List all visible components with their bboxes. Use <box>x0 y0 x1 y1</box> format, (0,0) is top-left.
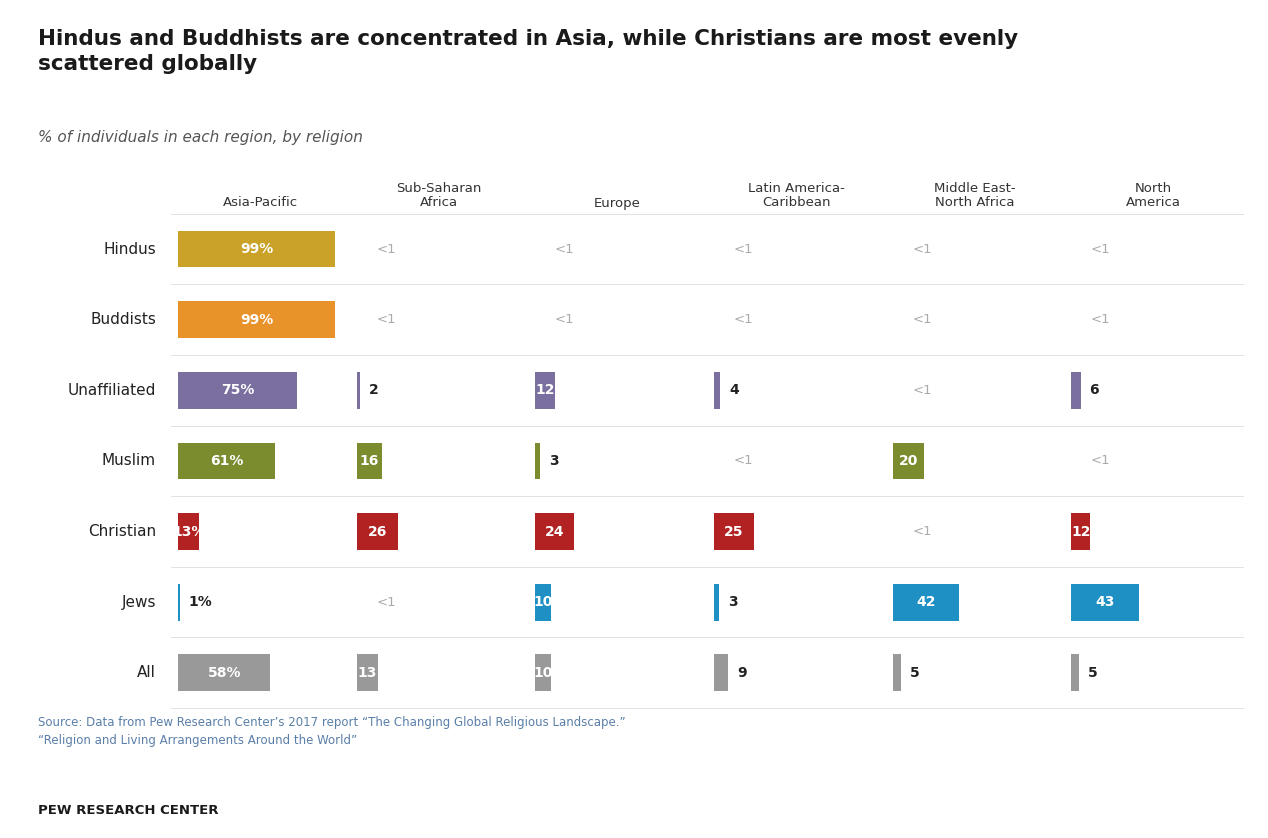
FancyBboxPatch shape <box>535 372 554 409</box>
FancyBboxPatch shape <box>356 654 378 691</box>
Text: % of individuals in each region, by religion: % of individuals in each region, by reli… <box>38 130 363 145</box>
Text: <1: <1 <box>734 313 753 326</box>
Text: <1: <1 <box>912 313 932 326</box>
Text: <1: <1 <box>555 242 574 256</box>
Text: 61%: 61% <box>210 454 243 468</box>
FancyBboxPatch shape <box>1071 372 1080 409</box>
FancyBboxPatch shape <box>179 584 180 620</box>
FancyBboxPatch shape <box>714 654 728 691</box>
Text: 42: 42 <box>917 595 936 609</box>
FancyBboxPatch shape <box>714 513 753 550</box>
Text: 10: 10 <box>534 666 553 680</box>
Text: 1%: 1% <box>189 595 213 609</box>
FancyBboxPatch shape <box>356 513 398 550</box>
Text: 16: 16 <box>360 454 379 468</box>
Text: 3: 3 <box>728 595 737 609</box>
FancyBboxPatch shape <box>893 442 924 479</box>
FancyBboxPatch shape <box>535 584 552 620</box>
Text: <1: <1 <box>555 313 574 326</box>
FancyBboxPatch shape <box>1071 654 1079 691</box>
FancyBboxPatch shape <box>714 584 719 620</box>
FancyBboxPatch shape <box>356 372 360 409</box>
Text: <1: <1 <box>912 525 932 538</box>
FancyBboxPatch shape <box>1071 513 1090 550</box>
Text: <1: <1 <box>377 242 396 256</box>
Text: All: All <box>137 665 156 680</box>
FancyBboxPatch shape <box>179 302 336 338</box>
FancyBboxPatch shape <box>893 584 960 620</box>
FancyBboxPatch shape <box>535 513 573 550</box>
Text: 25: 25 <box>724 525 743 539</box>
Text: 12: 12 <box>535 383 555 397</box>
Text: <1: <1 <box>1090 313 1111 326</box>
Text: <1: <1 <box>377 313 396 326</box>
FancyBboxPatch shape <box>535 442 540 479</box>
FancyBboxPatch shape <box>179 372 298 409</box>
Text: 13: 13 <box>358 666 377 680</box>
Text: 4: 4 <box>729 383 739 397</box>
FancyBboxPatch shape <box>356 442 382 479</box>
Text: 24: 24 <box>545 525 564 539</box>
Text: <1: <1 <box>912 384 932 396</box>
Text: <1: <1 <box>734 454 753 468</box>
Text: 5: 5 <box>1088 666 1098 680</box>
FancyBboxPatch shape <box>179 654 270 691</box>
Text: Sub-Saharan
Africa: Sub-Saharan Africa <box>397 182 482 210</box>
Text: 26: 26 <box>368 525 387 539</box>
Text: Source: Data from Pew Research Center’s 2017 report “The Changing Global Religio: Source: Data from Pew Research Center’s … <box>38 716 625 747</box>
Text: 43: 43 <box>1096 595 1115 609</box>
Text: 3: 3 <box>549 454 559 468</box>
FancyBboxPatch shape <box>1071 584 1140 620</box>
FancyBboxPatch shape <box>535 654 552 691</box>
Text: Hindus: Hindus <box>103 241 156 256</box>
Text: Europe: Europe <box>595 196 642 210</box>
Text: Christian: Christian <box>87 524 156 539</box>
FancyBboxPatch shape <box>893 654 900 691</box>
Text: <1: <1 <box>912 242 932 256</box>
Text: 2: 2 <box>369 383 379 397</box>
Text: 10: 10 <box>534 595 553 609</box>
Text: 9: 9 <box>737 666 747 680</box>
Text: 99%: 99% <box>240 242 274 256</box>
Text: Unaffiliated: Unaffiliated <box>67 383 156 398</box>
Text: 75%: 75% <box>221 383 255 397</box>
FancyBboxPatch shape <box>179 513 199 550</box>
Text: Buddists: Buddists <box>90 312 156 327</box>
Text: 5: 5 <box>909 666 919 680</box>
Text: Latin America-
Caribbean: Latin America- Caribbean <box>748 182 844 210</box>
Text: North
America: North America <box>1126 182 1181 210</box>
FancyBboxPatch shape <box>714 372 720 409</box>
Text: 99%: 99% <box>240 313 274 327</box>
Text: 6: 6 <box>1089 383 1099 397</box>
Text: <1: <1 <box>1090 454 1111 468</box>
FancyBboxPatch shape <box>179 230 336 267</box>
Text: 58%: 58% <box>208 666 241 680</box>
Text: 20: 20 <box>899 454 918 468</box>
FancyBboxPatch shape <box>179 442 275 479</box>
Text: Hindus and Buddhists are concentrated in Asia, while Christians are most evenly
: Hindus and Buddhists are concentrated in… <box>38 29 1018 74</box>
Text: 13%: 13% <box>172 525 205 539</box>
Text: Asia-Pacific: Asia-Pacific <box>223 196 298 210</box>
Text: <1: <1 <box>377 596 396 608</box>
Text: 12: 12 <box>1071 525 1090 539</box>
Text: Jews: Jews <box>122 595 156 610</box>
Text: <1: <1 <box>1090 242 1111 256</box>
Text: <1: <1 <box>734 242 753 256</box>
Text: Muslim: Muslim <box>101 453 156 468</box>
Text: PEW RESEARCH CENTER: PEW RESEARCH CENTER <box>38 804 218 817</box>
Text: Middle East-
North Africa: Middle East- North Africa <box>935 182 1016 210</box>
